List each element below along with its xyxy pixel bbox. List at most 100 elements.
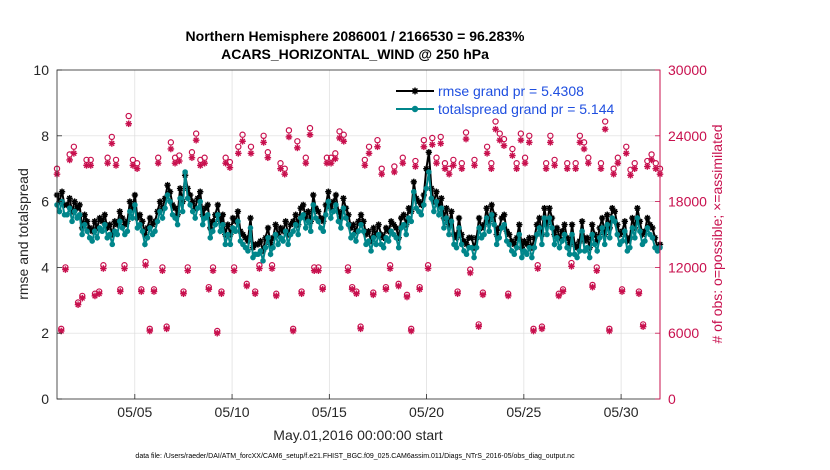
star-stroke	[117, 288, 124, 295]
possible-point	[306, 124, 314, 132]
star-stroke	[71, 150, 77, 157]
rmse-point-core	[484, 205, 489, 211]
series-totalspread	[54, 169, 663, 264]
rmse-point-core	[82, 212, 87, 217]
assimilated-point	[108, 140, 116, 147]
star-stroke	[294, 145, 301, 151]
rmse-point-core	[258, 238, 263, 244]
star-stroke	[357, 325, 364, 332]
rmse-point-core	[117, 209, 123, 214]
rmse-point-core	[589, 222, 595, 227]
rmse-point-core	[358, 212, 364, 217]
rmse-point-core	[434, 189, 439, 194]
assimilated-point	[209, 267, 217, 274]
right-tick-label: 6000	[668, 325, 699, 341]
star-stroke	[387, 265, 393, 272]
rmse-point-core	[326, 189, 331, 194]
star-stroke	[96, 290, 102, 297]
star-stroke	[290, 328, 296, 334]
totalspread-point	[305, 218, 312, 225]
assimilated-point	[509, 152, 516, 159]
assimilated-point	[631, 165, 638, 172]
totalspread-point	[418, 211, 425, 218]
totalspread-point	[410, 188, 417, 195]
assimilated-point	[572, 165, 579, 172]
rmse-point-core	[476, 215, 482, 221]
rmse-point-core	[293, 212, 298, 217]
star-stroke	[184, 267, 191, 274]
totalspread-point	[232, 228, 239, 235]
totalspread-point	[76, 211, 83, 218]
assimilated-point	[412, 163, 419, 170]
assimilated-point	[521, 159, 529, 167]
star-stroke	[235, 150, 242, 157]
assimilated-point	[644, 163, 651, 170]
totalspread-point	[443, 215, 450, 221]
assimilated-point	[188, 154, 196, 162]
totalspread-point	[493, 241, 500, 248]
star-stroke	[286, 134, 292, 140]
star-stroke	[404, 294, 410, 300]
assimilated-point	[433, 159, 440, 167]
star-stroke	[505, 293, 512, 299]
totalspread-point	[212, 221, 219, 228]
rmse-point-core	[67, 196, 72, 201]
possible-point	[517, 130, 525, 137]
star-stroke	[623, 150, 630, 157]
star-stroke	[370, 291, 377, 298]
star-stroke	[113, 162, 119, 169]
star-stroke	[429, 141, 436, 148]
possible-point	[340, 131, 347, 138]
rmse-point-core	[605, 212, 610, 217]
star-stroke	[374, 143, 381, 150]
totalspread-point	[519, 254, 525, 261]
possible-point	[260, 132, 267, 139]
star-stroke	[151, 288, 157, 295]
assimilated-point	[332, 155, 339, 163]
totalspread-point	[513, 244, 520, 251]
totalspread-point	[137, 221, 143, 228]
totalspread-point	[192, 215, 198, 221]
possible-point	[509, 145, 516, 153]
assimilated-point	[407, 327, 415, 335]
rmse-point-core	[527, 235, 532, 240]
assimilated-point	[125, 120, 132, 128]
possible-point	[429, 134, 436, 142]
star-stroke	[602, 126, 609, 133]
totalspread-point	[546, 215, 553, 221]
star-stroke	[134, 165, 140, 172]
totalspread-point	[448, 218, 455, 225]
totalspread-point	[257, 248, 264, 254]
star-stroke	[252, 290, 259, 297]
assimilated-point	[450, 162, 457, 169]
assimilated-point	[154, 159, 162, 167]
rmse-point-core	[132, 192, 138, 198]
star-stroke	[121, 265, 128, 272]
totalspread-point	[539, 241, 545, 248]
totalspread-point	[627, 244, 633, 251]
star-stroke	[539, 325, 545, 332]
totalspread-point	[473, 244, 480, 251]
assimilated-point	[597, 165, 605, 172]
legend-entry-totalspread: totalspread grand pr = 5.144	[396, 101, 615, 117]
possible-point	[483, 143, 491, 150]
totalspread-point	[506, 241, 513, 248]
totalspread-point	[310, 202, 317, 208]
totalspread-point	[544, 231, 550, 238]
assimilated-point	[483, 150, 491, 157]
assimilated-point	[159, 267, 166, 274]
totalspread-point	[194, 205, 201, 211]
star-stroke	[104, 160, 111, 167]
totalspread-point	[468, 244, 475, 251]
totalspread-point	[453, 244, 460, 251]
possible-point	[285, 127, 293, 134]
totalspread-point	[167, 198, 173, 205]
star-stroke	[437, 140, 444, 147]
assimilated-point	[496, 136, 504, 144]
assimilated-point	[285, 133, 293, 141]
star-stroke	[218, 290, 225, 297]
assimilated-point	[213, 329, 221, 337]
totalspread-point	[315, 218, 322, 225]
star-stroke	[155, 160, 162, 167]
star-stroke	[488, 165, 495, 172]
